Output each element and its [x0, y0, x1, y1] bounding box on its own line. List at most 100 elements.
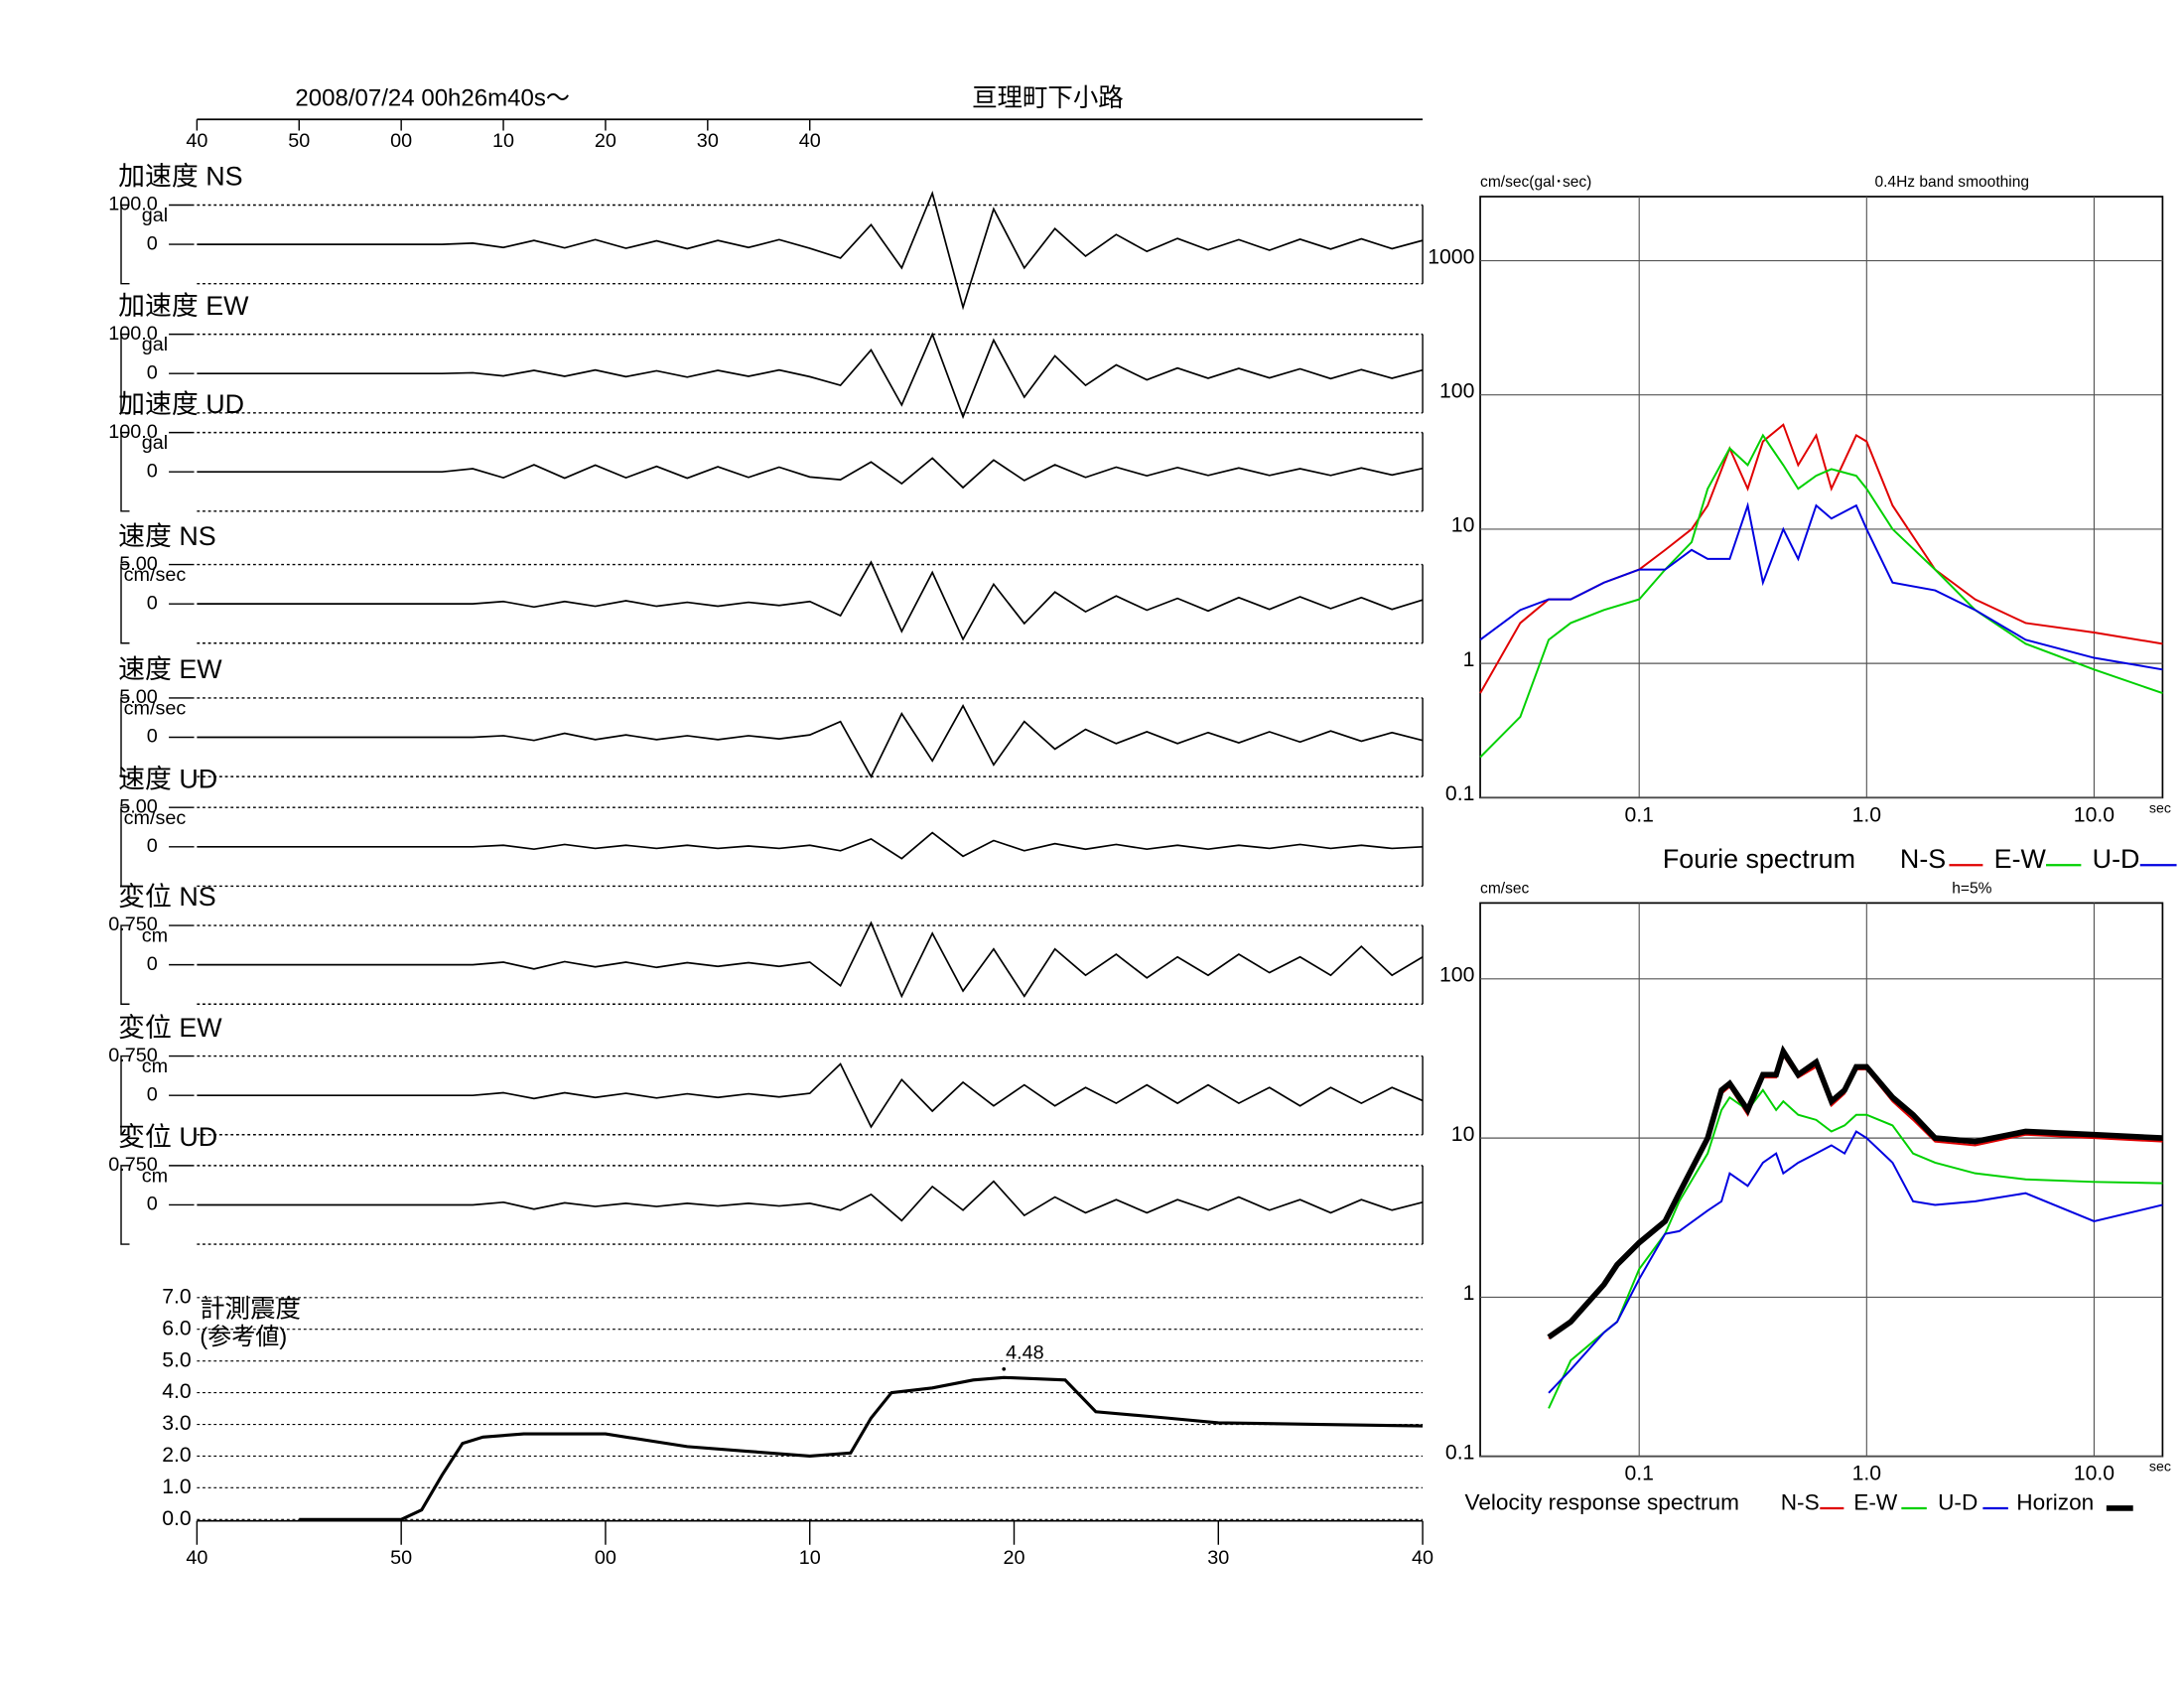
y-tick-label: 7.0: [162, 1285, 191, 1308]
panel-label: 加速度 UD: [118, 389, 244, 419]
waveform-trace: [197, 457, 1424, 490]
y-tick-label: 0.750: [108, 914, 158, 935]
y-tick-label: 1: [1463, 1282, 1475, 1305]
waveform-trace: [197, 332, 1424, 420]
legend-label: E-W: [1853, 1490, 1898, 1515]
y-tick-label: 10: [1451, 1123, 1475, 1146]
note: h=5%: [1952, 880, 1991, 897]
series-line: [1548, 1130, 2163, 1394]
x-tick-label: 0.1: [1624, 1463, 1653, 1485]
chart-title: 計測震度: [200, 1295, 301, 1323]
y-tick-label: 100.0: [108, 421, 158, 443]
waveform-trace: [197, 1180, 1424, 1222]
y-tick-label: 0: [147, 232, 158, 254]
x-tick-label: 30: [697, 130, 719, 152]
legend-title: Velocity response spectrum: [1464, 1490, 1738, 1515]
y-tick-label: 10: [1451, 514, 1475, 537]
unit-label: gal: [142, 432, 168, 454]
y-tick-label: 0: [147, 1083, 158, 1105]
x-tick-label: 1.0: [1852, 803, 1881, 826]
peak-marker: [1002, 1366, 1007, 1371]
unit-label: cm: [142, 1165, 168, 1187]
x-tick-label: 50: [288, 130, 310, 152]
x-tick-label: 10: [492, 130, 514, 152]
chart-subtitle: (参考値): [200, 1324, 287, 1350]
x-tick-label: 20: [595, 130, 616, 152]
y-axis-label: cm/sec(gal･sec): [1480, 174, 1591, 191]
y-tick-label: 0: [147, 953, 158, 975]
y-tick-label: 0: [147, 726, 158, 748]
y-tick-label: 0.1: [1445, 1441, 1474, 1464]
peak-label: 4.48: [1006, 1341, 1044, 1363]
unit-label: gal: [142, 334, 168, 355]
y-tick-label: 100.0: [108, 194, 158, 215]
y-tick-label: 0.750: [108, 1045, 158, 1066]
unit-label: cm/sec: [124, 564, 187, 586]
x-tick-label: 10.0: [2074, 803, 2115, 826]
y-tick-label: 4.0: [162, 1380, 191, 1403]
x-tick-label: 40: [186, 130, 207, 152]
y-axis-label: cm/sec: [1480, 880, 1529, 897]
panel-bracket: [120, 333, 130, 414]
legend-label: U-D: [2093, 844, 2140, 874]
panel-label: 変位 UD: [118, 1122, 217, 1152]
panel-label: 変位 NS: [118, 882, 216, 912]
panel-label: 速度 UD: [118, 764, 217, 793]
waveform-trace: [197, 920, 1424, 999]
panel-bracket: [120, 563, 130, 644]
unit-label: cm: [142, 1055, 168, 1077]
panel-bracket: [120, 697, 130, 777]
y-tick-label: 0: [147, 835, 158, 857]
x-tick-label: 40: [799, 130, 821, 152]
x-tick-label: 20: [1003, 1547, 1024, 1569]
y-tick-label: 0.0: [162, 1507, 191, 1530]
unit-label: gal: [142, 205, 168, 226]
y-tick-label: 100: [1439, 964, 1474, 987]
y-tick-label: 0: [147, 592, 158, 614]
y-tick-label: 6.0: [162, 1317, 191, 1339]
x-tick-label: 30: [1207, 1547, 1229, 1569]
legend-label: E-W: [1994, 844, 2047, 874]
panel-label: 変位 EW: [118, 1013, 222, 1043]
y-tick-label: 5.0: [162, 1348, 191, 1371]
waveform-trace: [197, 704, 1424, 778]
panel-bracket: [120, 1055, 130, 1136]
series-line: [1548, 1088, 2163, 1409]
panel-bracket: [120, 924, 130, 1005]
legend-label: Horizon: [2016, 1490, 2094, 1515]
y-tick-label: 0.750: [108, 1154, 158, 1176]
series-line: [1479, 501, 2163, 671]
panel-bracket: [120, 204, 130, 285]
y-tick-label: 0.1: [1445, 782, 1474, 805]
waveform-trace: [197, 1062, 1424, 1129]
unit-label: cm: [142, 925, 168, 947]
series-line: [1547, 1045, 2163, 1340]
y-tick-label: 0: [147, 460, 158, 482]
x-tick-label: 1.0: [1852, 1463, 1881, 1485]
panel-label: 加速度 EW: [118, 291, 249, 321]
note: 0.4Hz band smoothing: [1874, 174, 2029, 191]
y-tick-label: 100: [1439, 379, 1474, 402]
waveform-trace: [197, 831, 1424, 860]
y-tick-label: 1: [1463, 648, 1475, 671]
record-time: 2008/07/24 00h26m40s～: [295, 85, 570, 112]
unit-label: cm/sec: [124, 697, 187, 719]
y-tick-label: 0: [147, 1194, 158, 1215]
waveform-trace: [197, 560, 1424, 641]
legend-title: Fourie spectrum: [1663, 844, 1855, 874]
panel-label: 速度 NS: [118, 521, 216, 551]
legend-label: U-D: [1938, 1490, 1978, 1515]
y-tick-label: 5.00: [119, 553, 158, 575]
intensity-line: [299, 1375, 1424, 1521]
x-tick-label: 00: [595, 1547, 616, 1569]
panel-bracket: [120, 1165, 130, 1245]
x-tick-label: 40: [1412, 1547, 1433, 1569]
x-tick-label: 00: [390, 130, 412, 152]
legend-label: N-S: [1781, 1490, 1820, 1515]
y-tick-label: 100.0: [108, 323, 158, 345]
series-line: [1479, 433, 2163, 759]
y-tick-label: 1.0: [162, 1476, 191, 1498]
